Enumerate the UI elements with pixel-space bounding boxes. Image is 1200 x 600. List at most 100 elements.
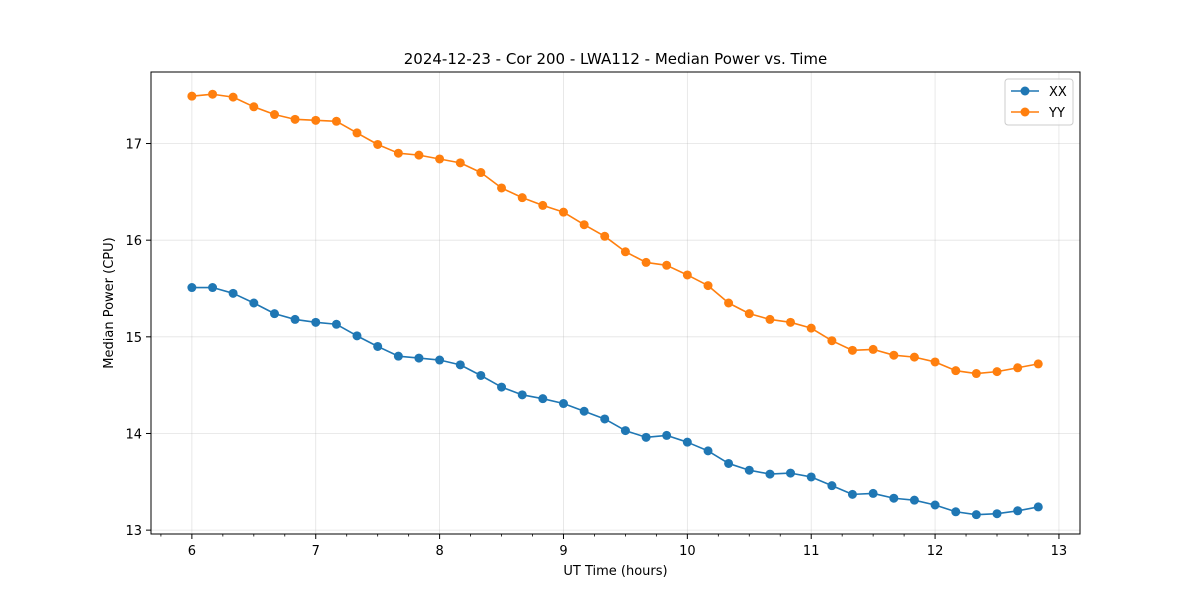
data-point-yy	[620, 247, 630, 257]
data-point-yy	[765, 314, 775, 324]
data-point-yy	[786, 317, 796, 327]
data-point-xx	[889, 493, 899, 503]
data-point-yy	[600, 231, 610, 241]
data-point-yy	[558, 207, 568, 217]
data-point-xx	[744, 465, 754, 475]
data-point-yy	[290, 114, 300, 124]
data-point-yy	[703, 281, 713, 291]
data-point-xx	[786, 468, 796, 478]
y-tick-label: 16	[125, 234, 142, 249]
data-point-yy	[971, 369, 981, 379]
series-layer	[187, 89, 1043, 520]
data-point-yy	[187, 91, 197, 101]
data-point-xx	[992, 509, 1002, 519]
y-tick-label: 17	[125, 138, 142, 153]
data-point-yy	[208, 89, 218, 99]
data-point-xx	[290, 314, 300, 324]
legend-item-yy: YY	[1011, 106, 1065, 121]
data-point-yy	[868, 344, 878, 354]
data-point-yy	[682, 270, 692, 280]
data-point-yy	[744, 309, 754, 319]
data-point-xx	[1033, 502, 1043, 512]
data-point-yy	[847, 345, 857, 355]
y-tick-label: 15	[125, 331, 142, 346]
data-point-yy	[951, 366, 961, 376]
data-point-yy	[311, 115, 321, 125]
data-point-xx	[847, 489, 857, 499]
axis-ticks: 6 7 8 9 10 11 12 13 13 14 15 16 17	[125, 138, 1067, 559]
data-point-xx	[208, 283, 218, 293]
data-point-yy	[806, 323, 816, 333]
data-point-yy	[538, 200, 548, 210]
data-point-xx	[620, 426, 630, 436]
data-point-xx	[352, 331, 362, 341]
chart-title: 2024-12-23 - Cor 200 - LWA112 - Median P…	[404, 50, 828, 68]
x-tick-label: 8	[435, 544, 443, 559]
data-point-xx	[249, 298, 259, 308]
legend-marker-xx	[1020, 86, 1030, 96]
data-point-yy	[909, 352, 919, 362]
x-tick-label: 12	[927, 544, 944, 559]
data-point-xx	[414, 353, 424, 363]
data-point-xx	[228, 288, 238, 298]
data-point-xx	[765, 469, 775, 479]
legend-marker-yy	[1020, 107, 1030, 117]
data-point-xx	[930, 500, 940, 510]
series-yy	[187, 89, 1043, 379]
data-point-yy	[352, 128, 362, 138]
legend-label-yy: YY	[1048, 106, 1065, 121]
data-point-yy	[476, 168, 486, 178]
data-point-xx	[558, 399, 568, 409]
x-tick-label: 6	[188, 544, 196, 559]
legend-item-xx: XX	[1011, 85, 1067, 100]
data-point-yy	[662, 260, 672, 270]
data-point-yy	[497, 183, 507, 193]
data-point-yy	[579, 220, 589, 230]
legend: XX YY	[1004, 78, 1074, 126]
data-point-xx	[641, 432, 651, 442]
data-point-yy	[228, 92, 238, 102]
data-point-xx	[538, 394, 548, 404]
data-point-xx	[393, 351, 403, 361]
x-tick-label: 9	[559, 544, 567, 559]
data-point-xx	[517, 390, 527, 400]
data-point-xx	[269, 309, 279, 319]
y-axis-title: Median Power (CPU)	[102, 237, 117, 368]
data-point-xx	[682, 437, 692, 447]
data-point-xx	[724, 458, 734, 468]
data-point-xx	[951, 507, 961, 517]
x-tick-label: 11	[803, 544, 820, 559]
x-tick-label: 7	[312, 544, 320, 559]
data-point-xx	[868, 488, 878, 498]
data-point-xx	[497, 382, 507, 392]
data-point-xx	[909, 495, 919, 505]
data-point-yy	[827, 336, 837, 346]
legend-label-xx: XX	[1049, 85, 1067, 100]
data-point-yy	[435, 154, 445, 164]
data-point-xx	[187, 283, 197, 293]
data-point-xx	[600, 414, 610, 424]
data-point-yy	[930, 357, 940, 367]
data-point-yy	[724, 298, 734, 308]
data-point-yy	[249, 102, 259, 112]
data-point-xx	[455, 360, 465, 370]
data-point-xx	[435, 355, 445, 365]
data-point-xx	[331, 319, 341, 329]
data-point-yy	[414, 150, 424, 160]
y-tick-label: 14	[125, 427, 142, 442]
data-point-xx	[476, 370, 486, 380]
data-point-yy	[1033, 359, 1043, 369]
data-point-xx	[827, 481, 837, 491]
data-point-yy	[641, 257, 651, 267]
plot-area-frame	[150, 71, 1081, 535]
data-point-xx	[703, 446, 713, 456]
data-point-yy	[455, 158, 465, 168]
data-point-yy	[992, 367, 1002, 377]
y-tick-label: 13	[125, 524, 142, 539]
data-point-yy	[1013, 363, 1023, 373]
data-point-yy	[269, 110, 279, 120]
data-point-xx	[971, 510, 981, 520]
data-point-yy	[517, 193, 527, 203]
data-point-xx	[1013, 506, 1023, 516]
